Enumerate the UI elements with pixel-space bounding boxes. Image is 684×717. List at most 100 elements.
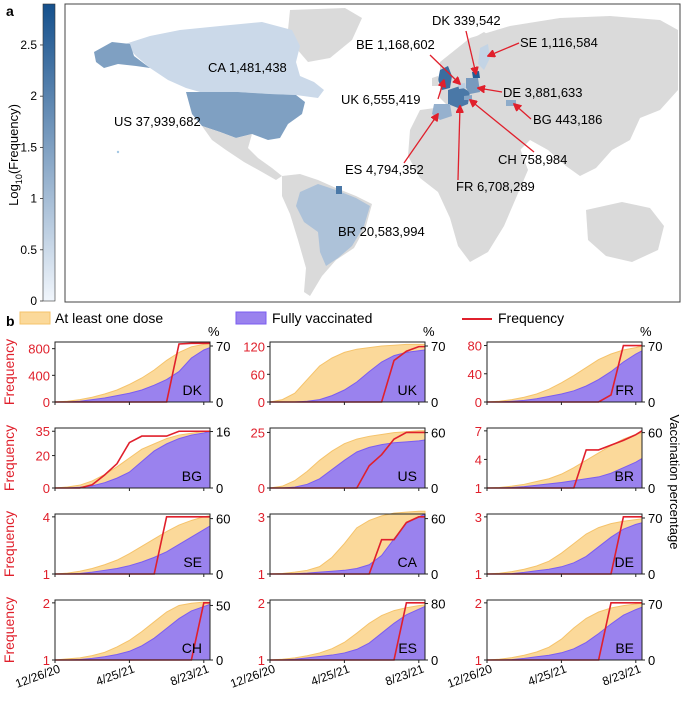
- map-label-dk: DK 339,542: [432, 13, 501, 28]
- right-tick-label: 0: [216, 481, 223, 496]
- right-tick-label: 0: [648, 567, 655, 582]
- colorbar-ticks: 0 0.5 1 1.5 2 2.5: [20, 38, 43, 308]
- left-tick-label: 20: [36, 449, 50, 464]
- land-africa: [408, 106, 528, 262]
- panel-country-label: US: [398, 468, 417, 484]
- percent-unit: %: [423, 324, 435, 339]
- panel-dk: 0 400 800 0 70% DK Frequency: [1, 324, 230, 410]
- area-fully-vaccinated: [55, 346, 211, 403]
- area-fully-vaccinated: [487, 522, 643, 575]
- country-us: [186, 92, 305, 140]
- right-tick-label: 70: [648, 511, 662, 526]
- x-tick-label: 4/25/21: [309, 662, 352, 689]
- left-tick-label: 3: [475, 510, 482, 525]
- panel-country-label: SE: [183, 554, 202, 570]
- line-frequency: [55, 430, 210, 489]
- area-fully-vaccinated: [487, 606, 643, 661]
- panel-country-label: BE: [615, 640, 634, 656]
- left-tick-label: 1: [258, 653, 265, 668]
- right-tick-label: 60: [216, 512, 230, 527]
- legend-swatch-fully-vaccinated: [235, 311, 267, 325]
- left-tick-label: 3: [258, 510, 265, 525]
- left-tick-label: 0: [43, 395, 50, 410]
- colorbar-tick-label: 2: [30, 89, 37, 103]
- country-ca: [125, 22, 324, 98]
- panel-se: 1 4 0 60 SE Frequency: [1, 510, 230, 582]
- left-tick-label: 25: [251, 425, 265, 440]
- right-tick-label: 80: [431, 597, 445, 612]
- right-tick-label: 60: [431, 512, 445, 527]
- left-tick-label: 1: [43, 567, 50, 582]
- x-tick-label: 8/23/21: [383, 662, 426, 689]
- country-fr-guiana: [336, 186, 342, 194]
- map-arrow: [488, 42, 520, 56]
- right-tick-label: 0: [216, 567, 223, 582]
- panel-be: 1 2 0 70 BE 12/26/20 4/25/21 8/23/21: [445, 596, 662, 691]
- colorbar-tick-label: 1.5: [20, 140, 37, 154]
- map-label-be: BE 1,168,602: [356, 37, 435, 52]
- colorbar-label: Log10(Frequency): [6, 104, 24, 206]
- right-tick-label: 0: [431, 653, 438, 668]
- panel-frame: [486, 427, 643, 489]
- right-tick-label: 50: [216, 598, 230, 613]
- left-axis-label: Frequency: [1, 511, 17, 577]
- left-tick-label: 800: [28, 342, 50, 357]
- left-tick-label: 0: [258, 395, 265, 410]
- panel-ca: 1 3 0 60 CA: [258, 510, 446, 582]
- colorbar-tick-label: 2.5: [20, 38, 37, 52]
- map-label-fr: FR 6,708,289: [456, 179, 535, 194]
- map-arrow: [465, 30, 476, 74]
- legend-swatch-at-least-one-dose: [19, 311, 51, 325]
- panel-uk: 0 60 120 0 70% UK: [243, 324, 445, 410]
- panel-country-label: BG: [182, 468, 202, 484]
- panel-country-label: FR: [615, 382, 634, 398]
- area-fully-vaccinated: [270, 605, 426, 661]
- x-tick-label: 8/23/21: [600, 662, 643, 689]
- x-tick-label: 12/26/20: [13, 662, 62, 691]
- left-tick-label: 1: [258, 567, 265, 582]
- map-label-br: BR 20,583,994: [338, 224, 425, 239]
- right-tick-label: 0: [431, 481, 438, 496]
- land-ireland: [432, 76, 439, 86]
- panel-country-label: CH: [182, 640, 202, 656]
- map-label-us: US 37,939,682: [114, 114, 201, 129]
- panel-country-label: UK: [398, 382, 418, 398]
- map-arrow: [437, 80, 444, 100]
- left-axis-label: Frequency: [1, 425, 17, 491]
- land-australia: [586, 202, 664, 262]
- map-arrow: [470, 100, 535, 153]
- panel-country-label: DK: [183, 382, 203, 398]
- area-fully-vaccinated: [487, 457, 643, 489]
- map-labels: DK 339,542 SE 1,116,584 BE 1,168,602 CA …: [114, 13, 602, 239]
- legend-label-fully-vaccinated: Fully vaccinated: [272, 310, 372, 326]
- left-tick-label: 2: [258, 596, 265, 611]
- panel-frame: [486, 341, 643, 403]
- left-axis-label: Frequency: [1, 339, 17, 405]
- panel-es: 1 2 0 80 ES 12/26/20 4/25/21 8/23/21: [228, 596, 445, 691]
- land-hawaii: [116, 150, 120, 154]
- left-tick-label: 1: [475, 481, 482, 496]
- world-map: [94, 8, 678, 296]
- map-arrow: [478, 88, 503, 92]
- panel-a-label: a: [6, 3, 14, 19]
- right-axis-label: Vaccination percentage: [667, 415, 682, 550]
- left-tick-label: 4: [43, 510, 50, 525]
- left-tick-label: 0: [258, 481, 265, 496]
- panel-country-label: CA: [398, 554, 418, 570]
- left-tick-label: 60: [251, 367, 265, 382]
- right-tick-label: 0: [431, 395, 438, 410]
- colorbar-tick-label: 1: [30, 192, 37, 206]
- x-tick-label: 4/25/21: [94, 662, 137, 689]
- legend-label-at-least-one-dose: At least one dose: [55, 310, 163, 326]
- country-br: [296, 184, 370, 266]
- colorbar-tick-label: 0: [30, 294, 37, 308]
- panel-country-label: DE: [615, 554, 634, 570]
- country-fr: [448, 86, 470, 108]
- left-tick-label: 40: [468, 367, 482, 382]
- percent-unit: %: [208, 324, 220, 339]
- map-label-ca: CA 1,481,438: [208, 60, 287, 75]
